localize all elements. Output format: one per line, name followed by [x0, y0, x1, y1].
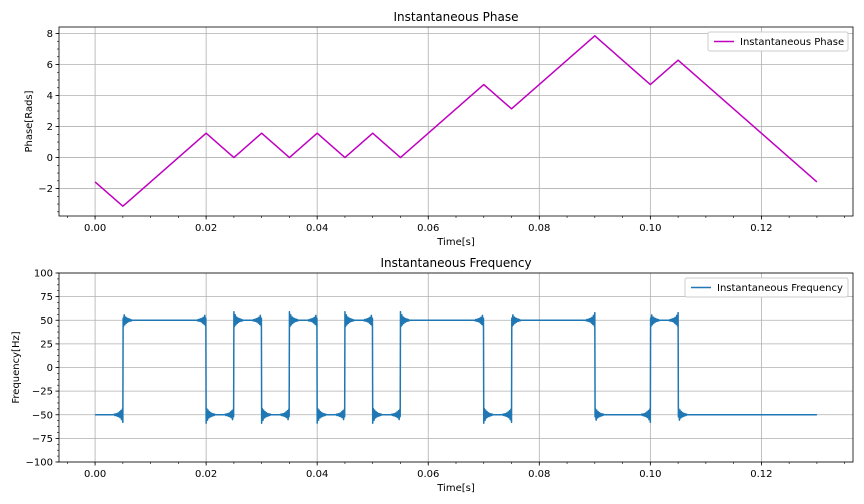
y-tick-label: −75 — [32, 434, 53, 445]
x-tick-label: 0.08 — [528, 469, 550, 480]
y-tick-label: −100 — [26, 458, 53, 469]
legend-box — [684, 277, 849, 298]
plot-area — [59, 27, 853, 216]
y-tick-label: 75 — [40, 292, 53, 303]
phase-axes: 0.00 0.02 0.04 0.06 0.08 0.10 0.12 −2 0 2 4 6 8 Insta… — [24, 10, 854, 248]
x-tick-label: 0.10 — [639, 469, 661, 480]
legend: Instantaneous Frequency — [684, 277, 849, 298]
y-tick-label: 100 — [34, 269, 53, 280]
legend-label: Instantaneous Frequency — [717, 283, 843, 294]
x-axis-label: Time[s] — [436, 483, 475, 494]
y-tick-label: 25 — [40, 339, 53, 350]
x-tick-label: 0.02 — [195, 223, 217, 234]
legend-label: Instantaneous Phase — [740, 37, 844, 48]
series-line — [94, 311, 818, 424]
y-axis-label: Frequency[Hz] — [11, 331, 22, 403]
x-tick-label: 0.08 — [528, 223, 550, 234]
legend-box — [707, 31, 849, 52]
x-tick-label: 0.10 — [639, 223, 661, 234]
y-tick-label: −25 — [32, 387, 53, 398]
y-tick-label: 8 — [47, 29, 53, 40]
axes-frame — [58, 272, 854, 463]
chart-title: Instantaneous Phase — [394, 10, 519, 24]
y-tick-label: −2 — [38, 184, 53, 195]
y-tick-label: −50 — [32, 410, 53, 421]
x-tick-label: 0.04 — [306, 469, 328, 480]
x-tick-label: 0.04 — [306, 223, 328, 234]
x-axis-label: Time[s] — [436, 237, 475, 248]
axes-frame — [58, 26, 854, 217]
y-tick-label: 4 — [47, 91, 53, 102]
y-tick-label: 0 — [47, 153, 53, 164]
series-line — [94, 35, 818, 207]
x-tick-label: 0.12 — [750, 223, 772, 234]
x-tick-label: 0.00 — [84, 469, 106, 480]
y-tick-label: 0 — [47, 363, 53, 374]
y-tick-label: 50 — [40, 316, 53, 327]
y-tick-label: 6 — [47, 60, 53, 71]
x-tick-label: 0.06 — [417, 223, 439, 234]
y-tick-label: 2 — [47, 122, 53, 133]
x-tick-label: 0.06 — [417, 469, 439, 480]
y-axis-label: Phase[Rads] — [24, 90, 35, 152]
legend: Instantaneous Phase — [707, 31, 849, 52]
x-tick-label: 0.12 — [750, 469, 772, 480]
x-tick-label: 0.02 — [195, 469, 217, 480]
x-tick-label: 0.00 — [84, 223, 106, 234]
chart-title: Instantaneous Frequency — [380, 256, 531, 270]
frequency-axes: 0.00 0.02 0.04 0.06 0.08 0.10 0.12 −100 −75 −50 −2… — [11, 256, 854, 494]
